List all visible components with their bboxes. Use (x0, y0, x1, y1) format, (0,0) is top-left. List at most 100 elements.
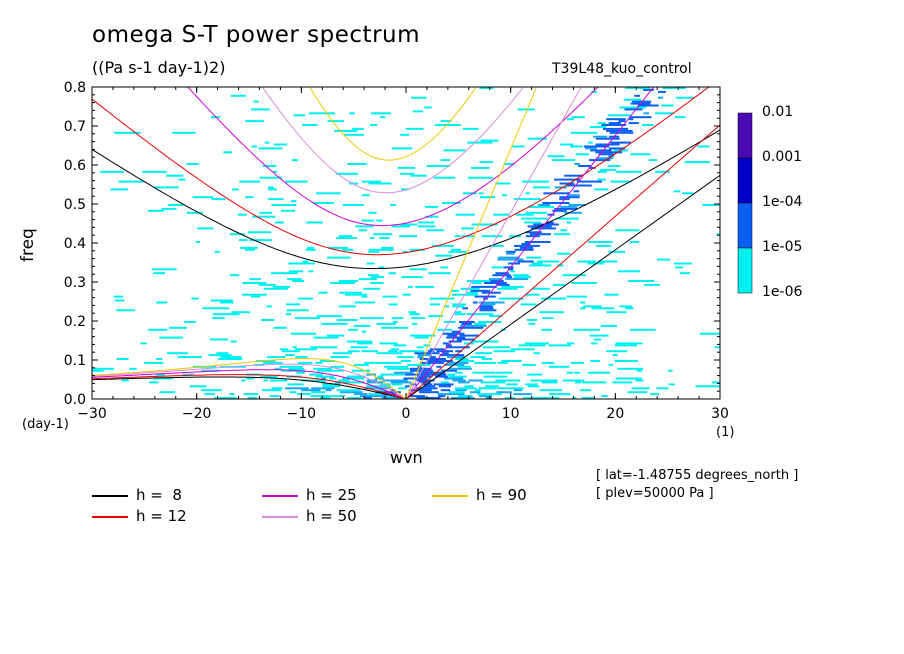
heat-cell (340, 391, 363, 394)
heat-cell (361, 330, 367, 333)
heat-cell (359, 395, 387, 398)
heat-cell (438, 385, 451, 388)
heat-cell (522, 180, 549, 183)
heat-cell (148, 328, 168, 331)
y-tick-label: 0.8 (64, 80, 86, 96)
heat-cell (567, 342, 575, 345)
heat-cell (285, 303, 300, 306)
heat-cell (455, 389, 467, 392)
heat-cell (409, 367, 432, 370)
colorbar-label: 1e-05 (762, 239, 803, 255)
heat-cell (116, 309, 135, 312)
heat-cell (201, 369, 221, 372)
heat-cell (309, 373, 323, 376)
heat-cell (292, 346, 297, 349)
heat-cell (405, 127, 424, 130)
heat-cell (615, 342, 643, 345)
heat-cell (478, 387, 497, 390)
heat-cell (390, 381, 412, 384)
heat-cell (566, 371, 573, 374)
colorbar-swatch (737, 247, 753, 294)
heat-cell (661, 104, 674, 107)
heat-cell (321, 377, 326, 380)
heat-cell (451, 248, 461, 251)
heat-cell (459, 334, 480, 337)
heat-cell (168, 204, 184, 206)
heat-cell (381, 397, 409, 399)
heat-cell (288, 367, 304, 370)
heat-cell (388, 350, 398, 353)
heat-cell (434, 124, 461, 126)
heat-cell (352, 369, 371, 372)
heat-cell (594, 188, 609, 191)
heat-cell (339, 291, 362, 294)
heat-cell (269, 395, 280, 398)
heat-cell (204, 393, 215, 396)
heat-cell (553, 233, 570, 236)
heat-cell (630, 153, 651, 156)
heat-cell (121, 379, 129, 382)
heat-cell (416, 346, 424, 349)
heat-cell (316, 315, 342, 318)
heat-cell (492, 274, 511, 277)
heat-cell (399, 350, 425, 353)
heat-cell (288, 262, 315, 265)
x-axis-units: (1) (716, 425, 735, 440)
heat-cell (414, 352, 440, 355)
heat-cell (239, 180, 261, 183)
heat-cell (155, 373, 165, 376)
heat-cell (531, 227, 556, 230)
heat-cell (391, 383, 403, 386)
heat-cell (512, 145, 525, 148)
heat-cell (468, 379, 483, 382)
heat-cell (463, 127, 479, 130)
heat-cell (628, 280, 655, 282)
heat-cell (151, 268, 177, 271)
heat-cell (149, 381, 159, 384)
heat-cell (547, 213, 555, 216)
heat-cell (595, 137, 620, 140)
heat-cell (311, 391, 325, 394)
heat-cell (606, 311, 627, 314)
heat-cell (315, 361, 323, 364)
heat-cell (673, 190, 681, 193)
heat-cell (400, 133, 410, 136)
heat-cell (328, 246, 349, 249)
heat-cell (407, 363, 431, 366)
heat-cell (579, 301, 586, 304)
dispersion-line (92, 129, 720, 270)
heat-cell (532, 287, 550, 290)
heat-cell (580, 307, 586, 310)
heat-cell (307, 246, 314, 249)
heat-cell (271, 387, 283, 390)
heat-cell (667, 369, 673, 372)
heat-cell (433, 176, 456, 179)
dispersion-line (92, 376, 407, 399)
heat-cell (412, 110, 423, 113)
heat-cell (242, 282, 267, 284)
heat-cell (338, 280, 358, 282)
heat-cell (260, 375, 278, 378)
heat-cell (261, 319, 275, 321)
heat-cell (612, 354, 618, 357)
heat-cell (488, 278, 502, 281)
heat-cell (358, 278, 377, 281)
heat-cell (364, 397, 373, 399)
heat-cell (368, 274, 379, 277)
dispersion-line (405, 87, 582, 399)
heat-cell (348, 328, 358, 331)
heat-cell (585, 147, 597, 150)
heat-cell (662, 87, 686, 89)
dispersion-line (405, 87, 655, 399)
heat-cell (312, 202, 334, 204)
colorbar-label: 1e-06 (762, 284, 803, 300)
heat-cell (400, 172, 415, 175)
heat-cell (602, 127, 629, 130)
heat-cell (615, 170, 642, 173)
heat-cell (418, 371, 446, 374)
heat-cell (393, 344, 407, 347)
heat-cell (479, 192, 484, 195)
run-name: T39L48_kuo_control (552, 61, 692, 77)
heat-cell (716, 233, 720, 236)
